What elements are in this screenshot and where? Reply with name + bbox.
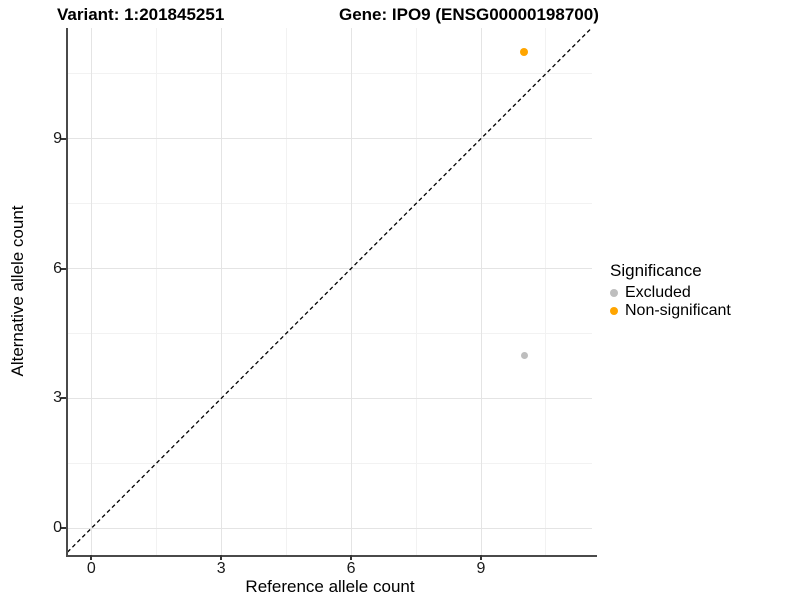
plot-title-gene: Gene: IPO9 (ENSG00000198700) [339, 5, 599, 24]
x-tick-mark [220, 555, 223, 560]
grid-line-minor-v [285, 28, 287, 555]
grid-line-minor-v [545, 28, 547, 555]
x-tick-label: 6 [346, 560, 356, 577]
grid-line-major-v [480, 28, 482, 555]
x-axis-line [66, 555, 597, 557]
data-point-excluded [520, 351, 528, 359]
grid-line-major-h [68, 138, 592, 140]
legend-item: Non-significant [610, 302, 731, 320]
y-tick-mark [61, 137, 66, 140]
y-tick-label: 3 [53, 389, 62, 407]
x-tick-label: 9 [476, 560, 486, 577]
grid-line-major-v [90, 28, 92, 555]
grid-line-minor-v [415, 28, 417, 555]
grid-line-major-h [68, 268, 592, 269]
legend-title: Significance [610, 261, 702, 280]
grid-line-minor-h [68, 332, 592, 334]
y-tick-mark [61, 527, 66, 530]
legend-item: Excluded [610, 284, 731, 302]
y-tick-label: 6 [53, 259, 62, 277]
y-tick-mark [61, 397, 66, 400]
x-tick-mark [350, 555, 353, 560]
y-axis-line [66, 28, 68, 557]
y-tick-label: 0 [53, 519, 62, 537]
x-tick-mark [90, 555, 93, 560]
x-axis-title: Reference allele count [245, 577, 415, 596]
x-tick-label: 0 [86, 560, 96, 577]
y-tick-label: 9 [53, 129, 62, 147]
legend-item-label: Excluded [625, 284, 691, 301]
x-tick-label: 3 [216, 560, 226, 577]
data-point-non-significant [520, 48, 529, 56]
plot-title-variant: Variant: 1:201845251 [57, 5, 225, 24]
grid-line-minor-v [155, 28, 157, 555]
legend: Significance Excluded Non-significant [610, 261, 731, 320]
plot-panel [68, 28, 592, 555]
grid-line-major-h [68, 397, 592, 399]
grid-line-minor-h [68, 462, 592, 464]
legend-swatch-icon [610, 289, 618, 297]
y-tick-mark [61, 267, 66, 270]
x-tick-mark [480, 555, 482, 560]
legend-items: Excluded Non-significant [610, 284, 731, 320]
identity-line [68, 28, 592, 553]
legend-item-label: Non-significant [625, 302, 731, 319]
grid-line-major-h [68, 527, 592, 529]
grid-line-major-v [350, 28, 352, 555]
grid-line-major-v [220, 28, 222, 555]
legend-swatch-icon [610, 307, 618, 315]
grid-line-minor-h [68, 73, 592, 75]
y-axis-title: Alternative allele count [8, 205, 27, 377]
grid-line-minor-h [68, 203, 592, 205]
